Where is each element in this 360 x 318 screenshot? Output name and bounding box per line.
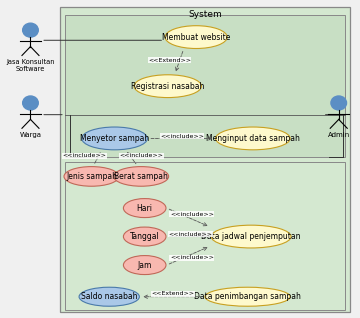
Text: Hari: Hari: [137, 204, 153, 212]
Ellipse shape: [114, 167, 168, 186]
Text: <<include>>: <<include>>: [119, 153, 163, 158]
Text: Menginput data sampah: Menginput data sampah: [206, 134, 300, 143]
Text: Jenis sampah: Jenis sampah: [66, 172, 117, 181]
Text: System: System: [188, 10, 222, 19]
Text: <<include>>: <<include>>: [62, 153, 106, 158]
Text: Berat sampah: Berat sampah: [114, 172, 168, 181]
Text: Jam: Jam: [138, 260, 152, 270]
Ellipse shape: [64, 167, 119, 186]
Text: Data penimbangan sampah: Data penimbangan sampah: [194, 292, 301, 301]
Text: <<Extend>>: <<Extend>>: [148, 58, 191, 63]
Text: <<include>>: <<include>>: [168, 232, 212, 237]
Ellipse shape: [123, 198, 166, 218]
Ellipse shape: [123, 256, 166, 274]
Bar: [65, 15, 345, 157]
Ellipse shape: [82, 127, 147, 150]
Text: Warga: Warga: [19, 132, 41, 138]
Ellipse shape: [216, 127, 290, 150]
Text: Jasa Konsultan
Software: Jasa Konsultan Software: [6, 59, 55, 72]
Ellipse shape: [211, 225, 291, 248]
Text: <<include>>: <<include>>: [170, 255, 214, 260]
Bar: [65, 162, 345, 310]
Ellipse shape: [134, 75, 202, 98]
Text: <<include>>: <<include>>: [160, 134, 204, 139]
Text: Tanggal: Tanggal: [130, 232, 159, 241]
Circle shape: [23, 23, 38, 37]
Ellipse shape: [165, 26, 227, 49]
Ellipse shape: [79, 287, 139, 306]
Text: <<Extend>>: <<Extend>>: [151, 291, 194, 296]
Ellipse shape: [205, 287, 290, 306]
Text: Membuat website: Membuat website: [162, 33, 230, 42]
Text: Menyetor sampah: Menyetor sampah: [80, 134, 149, 143]
Ellipse shape: [123, 227, 166, 246]
Text: <<include>>: <<include>>: [170, 212, 214, 217]
Circle shape: [23, 96, 38, 110]
Text: Registrasi nasabah: Registrasi nasabah: [131, 82, 204, 91]
Circle shape: [331, 96, 347, 110]
Text: Saldo nasabah: Saldo nasabah: [81, 292, 138, 301]
Text: Admin: Admin: [328, 132, 350, 138]
Text: Data jadwal penjemputan: Data jadwal penjemputan: [201, 232, 301, 241]
Bar: [59, 7, 350, 312]
